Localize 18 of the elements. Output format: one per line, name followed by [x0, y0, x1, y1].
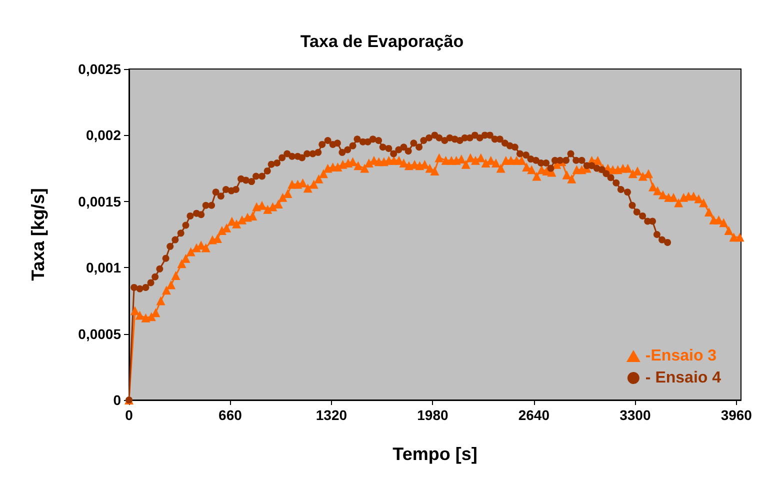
- legend-label: -Ensaio 3: [645, 348, 717, 364]
- y-tick-label: 0,0025: [78, 61, 122, 77]
- x-tick-label: 3960: [720, 407, 752, 423]
- chart-title: Taxa de Evaporação: [300, 32, 464, 51]
- x-tick-label: 1320: [316, 407, 348, 423]
- y-axis-title: Taxa [kg/s]: [28, 188, 48, 281]
- y-tick-label: 0,0015: [78, 193, 122, 210]
- legend-label: - Ensaio 4: [645, 370, 722, 386]
- y-tick-label: 0,0005: [78, 326, 122, 342]
- x-axis-title: Tempo [s]: [392, 444, 478, 464]
- x-tick-label: 3300: [620, 407, 651, 423]
- y-tick-label: 0,002: [86, 127, 122, 144]
- x-tick-label: 1980: [417, 407, 448, 423]
- x-tick-label: 0: [125, 407, 134, 423]
- x-tick-label: 2640: [518, 407, 550, 423]
- x-tick-label: 660: [218, 407, 242, 423]
- y-tick-label: 0: [113, 392, 122, 408]
- y-tick-label: 0,001: [86, 260, 122, 276]
